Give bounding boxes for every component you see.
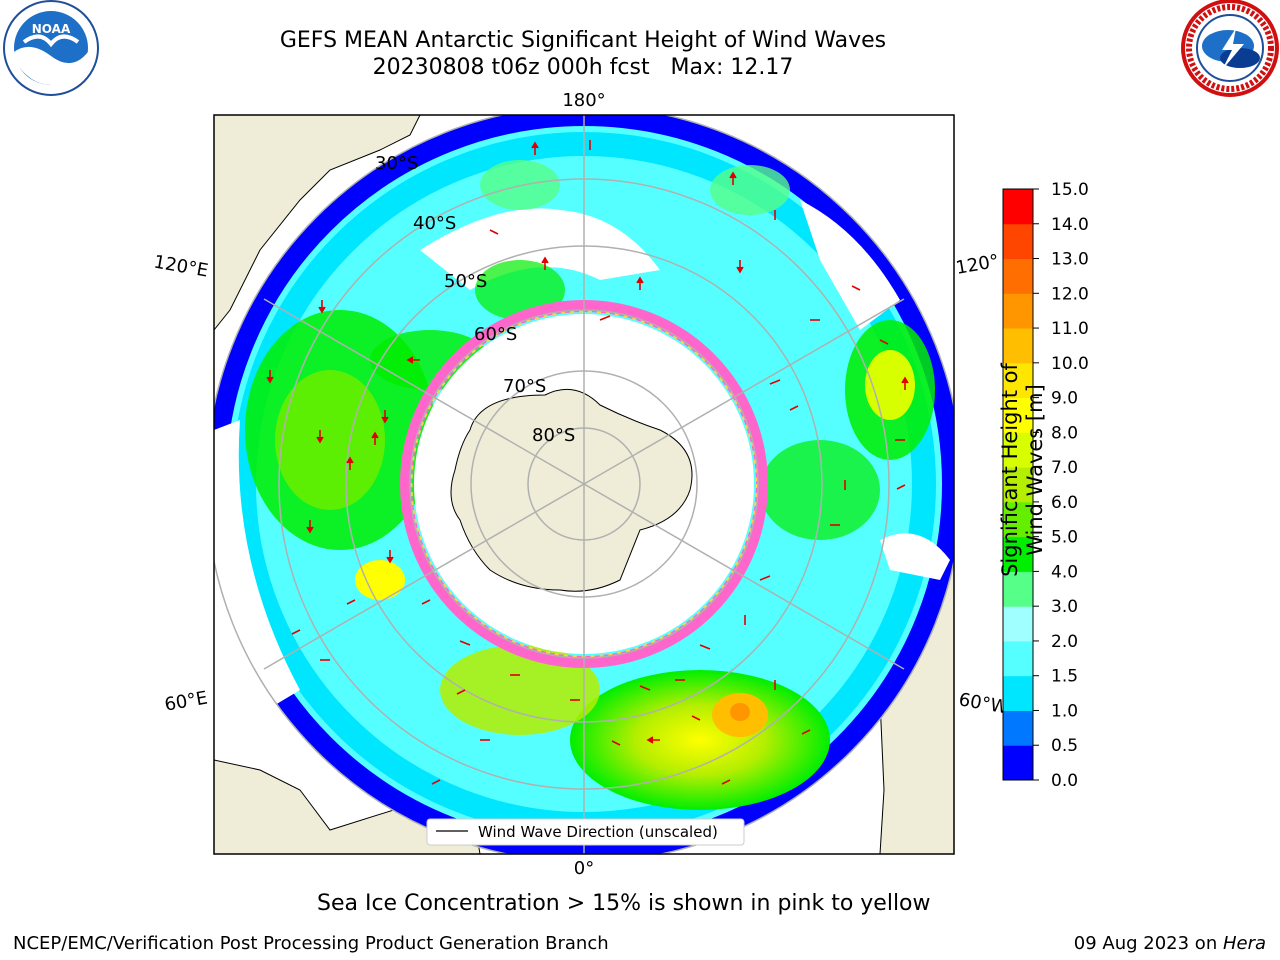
- lon-label-upper-left: 120°E: [152, 251, 210, 281]
- lat-label-50s: 50°S: [444, 271, 487, 292]
- lat-label-30s: 30°S: [375, 153, 418, 174]
- lon-label-top: 180°: [562, 90, 605, 111]
- colorbar-tick-label: 12.0: [1051, 284, 1089, 304]
- title-line-1: GEFS MEAN Antarctic Significant Height o…: [279, 28, 887, 53]
- lat-label-40s: 40°S: [413, 213, 456, 234]
- colorbar-swatch: [1003, 189, 1033, 225]
- colorbar-tick-label: 1.0: [1051, 701, 1078, 721]
- lat-label-60s: 60°S: [474, 324, 517, 345]
- colorbar-tick-label: 9.0: [1051, 389, 1078, 409]
- colorbar-tick-label: 8.0: [1051, 423, 1078, 443]
- colorbar-swatch: [1003, 223, 1033, 260]
- colorbar-swatch: [1003, 467, 1033, 503]
- footer-right: 09 Aug 2023 on Hera: [1074, 933, 1266, 954]
- colorbar-tick-label: 1.5: [1051, 667, 1078, 687]
- colorbar-swatch: [1003, 640, 1033, 677]
- colorbar-tick-label: 11.0: [1051, 319, 1089, 339]
- colorbar-swatch: [1003, 293, 1033, 329]
- colorbar-swatch: [1003, 606, 1033, 642]
- nws-logo: [1181, 0, 1279, 97]
- colorbar-tick-label: 3.0: [1051, 597, 1078, 617]
- colorbar-tick-label: 7.0: [1051, 458, 1078, 478]
- colorbar-swatch: [1003, 710, 1033, 746]
- lat-label-70s: 70°S: [503, 376, 546, 397]
- lon-label-upper-right: 120°: [954, 251, 1000, 279]
- colorbar-tick-label: 4.0: [1051, 562, 1078, 582]
- colorbar-swatch: [1003, 745, 1033, 781]
- colorbar-swatch: [1003, 258, 1033, 294]
- colorbar-swatch: [1003, 432, 1033, 468]
- lon-label-bottom: 0°: [574, 858, 594, 879]
- colorbar-frame: [1002, 188, 1034, 781]
- colorbar-tick-label: 0.5: [1051, 736, 1078, 756]
- colorbar-tick-label: 15.0: [1051, 180, 1089, 200]
- title-line-2: 20230808 t06z 000h fcst Max: 12.17: [372, 55, 794, 80]
- footer-left: NCEP/EMC/Verification Post Processing Pr…: [13, 933, 609, 954]
- legend-label: Wind Wave Direction (unscaled): [478, 823, 718, 841]
- colorbar-swatch: [1003, 501, 1033, 538]
- noaa-logo: NOAA: [3, 0, 99, 96]
- colorbar-tick-label: 13.0: [1051, 250, 1089, 270]
- colorbar-swatch: [1003, 675, 1033, 711]
- colorbar-swatch: [1003, 536, 1033, 572]
- footer-host: Hera: [1222, 933, 1266, 954]
- footer-date: 09 Aug 2023 on: [1073, 933, 1223, 954]
- colorbar-swatch: [1003, 362, 1033, 399]
- colorbar-swatch: [1003, 397, 1033, 433]
- map-legend: Wind Wave Direction (unscaled): [426, 818, 745, 846]
- lat-label-80s: 80°S: [532, 425, 575, 446]
- sea-ice-caption: Sea Ice Concentration > 15% is shown in …: [317, 891, 931, 916]
- lon-label-lower-left: 60°E: [163, 687, 209, 715]
- colorbar-label: Significant Height of Wind Waves [m]: [998, 363, 1047, 577]
- colorbar-tick-label: 0.0: [1051, 771, 1078, 791]
- colorbar-swatch: [1003, 328, 1033, 364]
- map-frame: [213, 114, 955, 855]
- colorbar-tick-label: 14.0: [1051, 215, 1089, 235]
- colorbar: 0.0 0.5 1.0 1.5 2.0 3.0 4.0 5.0 6.0 7.0 8.0 9.0 10.0…: [1002, 180, 1089, 791]
- svg-text:NOAA: NOAA: [32, 22, 71, 36]
- colorbar-swatch: [1003, 571, 1033, 607]
- colorbar-tick-label: 5.0: [1051, 528, 1078, 548]
- lon-label-lower-right: 60°W: [957, 689, 1010, 718]
- colorbar-tick-label: 6.0: [1051, 493, 1078, 513]
- colorbar-tick-label: 10.0: [1051, 354, 1089, 374]
- colorbar-tick-label: 2.0: [1051, 632, 1078, 652]
